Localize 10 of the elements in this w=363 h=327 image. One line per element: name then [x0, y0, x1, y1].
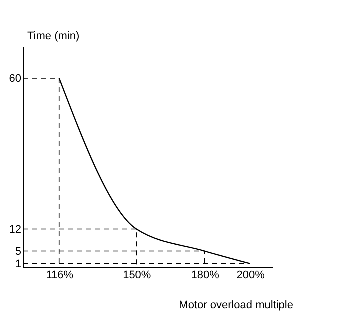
y-tick-label: 60 — [9, 72, 22, 85]
x-tick-label: 200% — [236, 270, 266, 282]
y-tick-label: 1 — [15, 258, 22, 270]
x-tick-label: 150% — [123, 270, 152, 282]
x-tick-label: 116% — [46, 270, 74, 282]
y-tick-label: 5 — [15, 246, 22, 258]
x-tick-label: 180% — [191, 270, 220, 282]
y-axis-title: Time (min) — [28, 30, 80, 42]
y-tick-label: 12 — [9, 224, 22, 236]
x-axis-title: Motor overload multiple — [179, 300, 294, 312]
